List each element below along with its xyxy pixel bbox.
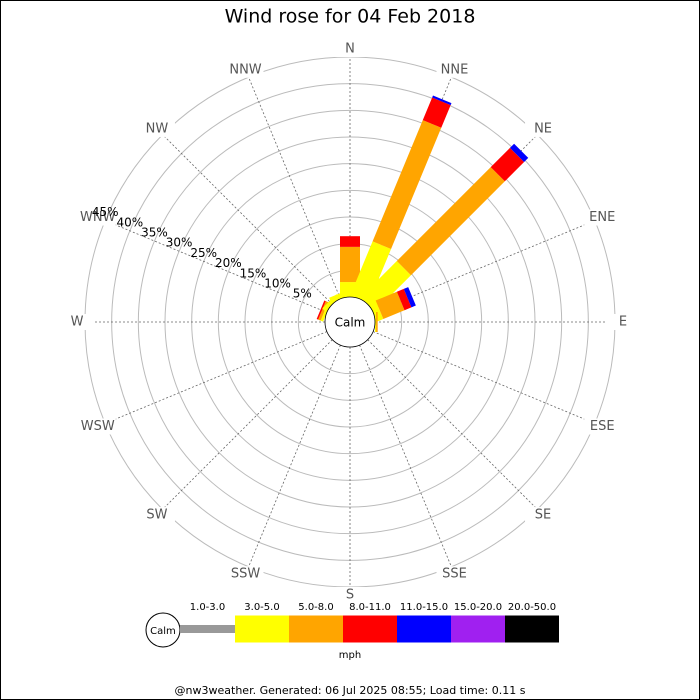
r-tick-label: 15% bbox=[240, 266, 267, 280]
legend-calm-label: Calm bbox=[150, 626, 176, 637]
direction-label: N bbox=[345, 42, 355, 57]
legend-swatch bbox=[343, 615, 397, 643]
direction-label-bg bbox=[138, 507, 175, 524]
direction-label-bg bbox=[584, 209, 621, 226]
legend-swatch bbox=[180, 625, 235, 633]
legend-label: 5.0-8.0 bbox=[298, 602, 333, 613]
direction-label-bg bbox=[138, 120, 175, 137]
wind-bar-segment bbox=[375, 312, 377, 332]
legend-label: 3.0-5.0 bbox=[244, 602, 279, 613]
legend-swatch bbox=[289, 615, 343, 643]
direction-label: ENE bbox=[589, 210, 615, 225]
legend-label: 1.0-3.0 bbox=[190, 602, 225, 613]
grid-ring bbox=[137, 109, 563, 535]
direction-label-bg bbox=[227, 61, 264, 78]
direction-label-bg bbox=[79, 418, 116, 435]
r-tick-label: 25% bbox=[190, 246, 217, 260]
spoke bbox=[372, 331, 595, 424]
wind-bar-segment bbox=[372, 120, 442, 250]
direction-label: SW bbox=[146, 508, 167, 523]
legend-swatch bbox=[505, 615, 559, 643]
calm-label: Calm bbox=[335, 316, 366, 330]
r-tick-label: 10% bbox=[264, 277, 291, 291]
r-tick-label: 35% bbox=[141, 225, 168, 239]
direction-label-bg bbox=[59, 314, 95, 330]
wind-bar-segment bbox=[340, 236, 360, 247]
wind-bar-segment bbox=[316, 300, 326, 320]
r-tick-label: 20% bbox=[215, 256, 242, 270]
direction-label: W bbox=[71, 315, 84, 330]
direction-label-bg bbox=[525, 507, 562, 524]
direction-label-bg bbox=[332, 41, 368, 57]
legend-swatch bbox=[235, 615, 289, 643]
direction-label: SSW bbox=[231, 567, 261, 582]
direction-label: S bbox=[346, 588, 354, 603]
legend-label: 11.0-15.0 bbox=[400, 602, 448, 613]
legend-swatch bbox=[451, 615, 505, 643]
legend-label: 15.0-20.0 bbox=[454, 602, 502, 613]
grid-ring bbox=[217, 189, 483, 455]
direction-label: NNW bbox=[229, 62, 261, 77]
spoke bbox=[248, 77, 341, 300]
direction-label-bg bbox=[79, 209, 116, 226]
wind-bar-segment bbox=[329, 290, 350, 303]
direction-label: NW bbox=[146, 121, 169, 136]
wind-bar-segment bbox=[350, 241, 392, 303]
direction-label-bg bbox=[227, 566, 264, 583]
direction-label: SSE bbox=[442, 567, 467, 582]
wind-bar-segment bbox=[376, 312, 378, 332]
wind-bar-segment bbox=[360, 261, 411, 312]
wind-bar-segment bbox=[490, 147, 525, 182]
wind-bar-segment bbox=[432, 95, 452, 106]
wind-bar-segment bbox=[369, 300, 384, 322]
direction-label-bg bbox=[584, 418, 621, 435]
spoke bbox=[162, 134, 333, 305]
spoke bbox=[359, 344, 452, 567]
wind-bar-segment bbox=[396, 167, 505, 276]
direction-label: NNE bbox=[441, 62, 469, 77]
wind-bar-segment bbox=[403, 287, 416, 308]
direction-label: ESE bbox=[590, 419, 615, 434]
direction-label-bg bbox=[525, 120, 562, 137]
legend-swatch bbox=[397, 615, 451, 643]
legend-label: 20.0-50.0 bbox=[508, 602, 556, 613]
spoke bbox=[248, 344, 341, 567]
direction-label-bg bbox=[436, 61, 473, 78]
direction-label: WSW bbox=[81, 419, 115, 434]
r-tick-label: 5% bbox=[293, 287, 312, 301]
direction-label: NE bbox=[534, 121, 552, 136]
calm-circle bbox=[324, 296, 376, 348]
spoke bbox=[367, 339, 538, 510]
spoke bbox=[105, 220, 328, 313]
direction-label-bg bbox=[436, 566, 473, 583]
unit-label: mph bbox=[339, 650, 361, 661]
direction-label: SE bbox=[535, 508, 551, 523]
r-tick-label: 45% bbox=[92, 205, 119, 219]
footer: @nw3weather. Generated: 06 Jul 2025 08:5… bbox=[175, 684, 526, 697]
wind-bar-segment bbox=[422, 97, 451, 128]
spoke bbox=[162, 339, 333, 510]
r-tick-label: 30% bbox=[166, 236, 193, 250]
wind-bar-segment bbox=[340, 246, 360, 283]
direction-label-bg bbox=[605, 314, 641, 330]
direction-label-bg bbox=[332, 587, 368, 603]
direction-label: WNW bbox=[80, 210, 116, 225]
chart-title: Wind rose for 04 Feb 2018 bbox=[225, 6, 476, 28]
legend-label: 8.0-11.0 bbox=[349, 602, 391, 613]
spoke bbox=[105, 331, 328, 424]
direction-label: E bbox=[619, 315, 627, 330]
wind-bar-segment bbox=[396, 288, 412, 311]
wind-bar-segment bbox=[509, 143, 529, 163]
wind-bar-segment bbox=[375, 291, 405, 320]
r-tick-label: 40% bbox=[116, 215, 143, 229]
